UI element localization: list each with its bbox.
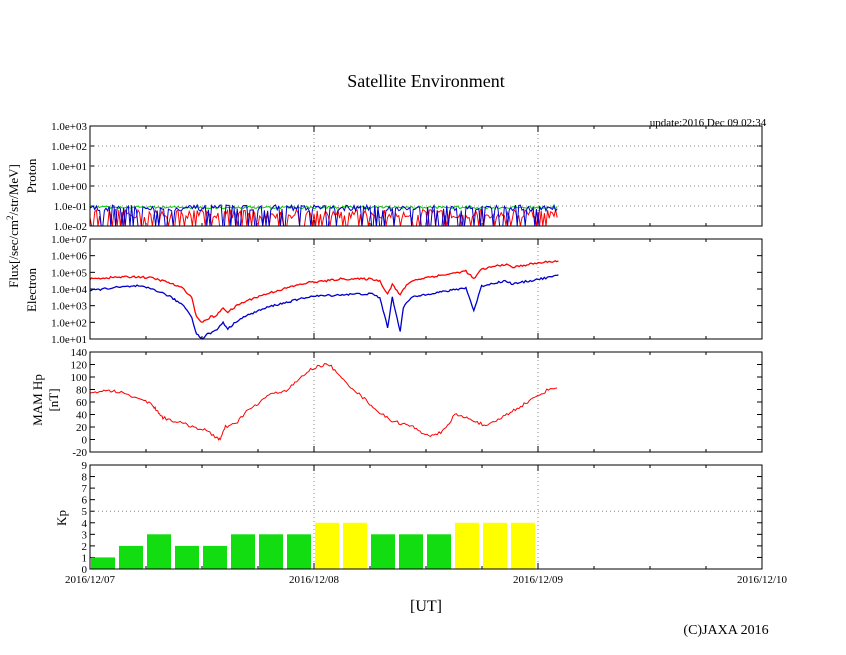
chart-title: Satellite Environment — [347, 71, 504, 91]
panel-frame-electron — [89, 238, 763, 340]
kp-bar-11 — [399, 534, 423, 569]
y-tick-label-electron-1: 1.0e+02 — [51, 317, 87, 329]
panel-frame-mam_hp — [89, 351, 763, 453]
kp-bar-0 — [91, 557, 115, 569]
kp-bar-2 — [147, 534, 171, 569]
y-tick-label-mam_hp-8: 140 — [71, 347, 88, 359]
y-tick-label-kp-9: 9 — [82, 460, 88, 472]
y-tick-label-kp-2: 2 — [82, 541, 88, 553]
y-tick-label-kp-5: 5 — [82, 506, 88, 518]
kp-bar-5 — [231, 534, 255, 569]
y-tick-label-electron-2: 1.0e+03 — [51, 301, 87, 313]
kp-bar-4 — [203, 545, 227, 569]
y-tick-label-proton-3: 1.0e+01 — [51, 161, 87, 173]
y-tick-label-proton-1: 1.0e-01 — [54, 201, 87, 213]
x-axis-label: [UT] — [410, 598, 442, 615]
y-tick-label-electron-5: 1.0e+06 — [51, 251, 87, 263]
panel-proton: 1.0e-02 1.0e-01 1.0e+00 1.0e+01 1.0e+02 1.0e+… — [51, 121, 763, 233]
flux-label-sup: 2 — [5, 215, 15, 220]
panel-frame-kp — [89, 464, 763, 570]
y-tick-label-kp-1: 1 — [82, 552, 88, 564]
y-tick-label-mam_hp-7: 120 — [71, 360, 88, 372]
flux-axis-label: Flux[/sec/cm2/str/MeV] — [5, 164, 21, 288]
panels: 1.0e-021.0e-011.0e+001.0e+011.0e+021.0e+… — [51, 121, 787, 586]
y-tick-label-electron-4: 1.0e+05 — [51, 267, 87, 279]
y-tick-label-kp-7: 7 — [82, 483, 88, 495]
y-tick-label-mam_hp-6: 100 — [71, 372, 88, 384]
mam-hp-axis-label: MAM Hp — [30, 374, 45, 426]
panel-frame-proton — [89, 125, 763, 227]
electron-series-1 — [89, 274, 559, 340]
x-tick-label-0: 2016/12/07 — [65, 574, 116, 586]
flux-label-main: Flux[/sec/cm — [6, 220, 21, 288]
kp-bar-15 — [511, 522, 535, 569]
kp-bar-14 — [483, 522, 507, 569]
y-tick-label-mam_hp-1: 0 — [82, 435, 88, 447]
y-tick-label-proton-4: 1.0e+02 — [51, 141, 87, 153]
kp-bar-8 — [315, 522, 339, 569]
x-tick-label-3: 2016/12/10 — [737, 574, 788, 586]
y-tick-label-proton-5: 1.0e+03 — [51, 121, 87, 133]
y-tick-label-proton-0: 1.0e-02 — [54, 221, 87, 233]
kp-bar-9 — [343, 522, 367, 569]
kp-bar-12 — [427, 534, 451, 569]
electron-series-0 — [89, 260, 559, 323]
proton-series-0 — [89, 208, 558, 227]
flux-label-tail: /str/MeV] — [6, 164, 21, 215]
kp-bar-7 — [287, 534, 311, 569]
y-tick-label-mam_hp-3: 40 — [76, 410, 88, 422]
electron-axis-label: Electron — [24, 267, 39, 312]
kp-bar-1 — [119, 545, 143, 569]
mam-hp-unit-label: [nT] — [46, 388, 61, 411]
x-tick-label-2: 2016/12/09 — [513, 574, 564, 586]
proton-series-2 — [89, 203, 558, 227]
proton-series-1 — [89, 205, 558, 210]
kp-bar-10 — [371, 534, 395, 569]
proton-axis-label: Proton — [24, 158, 39, 193]
y-tick-label-kp-4: 4 — [82, 518, 88, 530]
update-timestamp: update:2016 Dec 09 02:34 — [650, 117, 767, 129]
x-tick-label-1: 2016/12/08 — [289, 574, 340, 586]
x-tick-labels: 2016/12/07 2016/12/08 2016/12/09 2016/12/10 — [65, 574, 788, 586]
y-tick-label-mam_hp-5: 80 — [76, 385, 88, 397]
copyright: (C)JAXA 2016 — [683, 623, 768, 638]
mam-hp-series-0 — [89, 363, 558, 441]
y-tick-label-mam_hp-0: -20 — [72, 447, 87, 459]
y-tick-label-electron-6: 1.0e+07 — [51, 234, 87, 246]
y-tick-label-kp-6: 6 — [82, 495, 88, 507]
y-tick-label-proton-2: 1.0e+00 — [51, 181, 87, 193]
y-tick-label-kp-0: 0 — [82, 564, 88, 576]
y-tick-label-electron-0: 1.0e+01 — [51, 334, 87, 346]
kp-bar-13 — [455, 522, 479, 569]
y-tick-label-electron-3: 1.0e+04 — [51, 284, 87, 296]
kp-bar-6 — [259, 534, 283, 569]
y-tick-label-kp-8: 8 — [82, 472, 88, 484]
panel-electron: 1.0e+01 1.0e+02 1.0e+03 1.0e+04 1.0e+05 1.0e+… — [51, 234, 763, 346]
kp-axis-label: Kp — [54, 510, 69, 526]
y-tick-label-kp-3: 3 — [82, 529, 88, 541]
y-tick-label-mam_hp-4: 60 — [76, 397, 88, 409]
kp-bar-3 — [175, 545, 199, 569]
y-tick-label-mam_hp-2: 20 — [76, 422, 88, 434]
